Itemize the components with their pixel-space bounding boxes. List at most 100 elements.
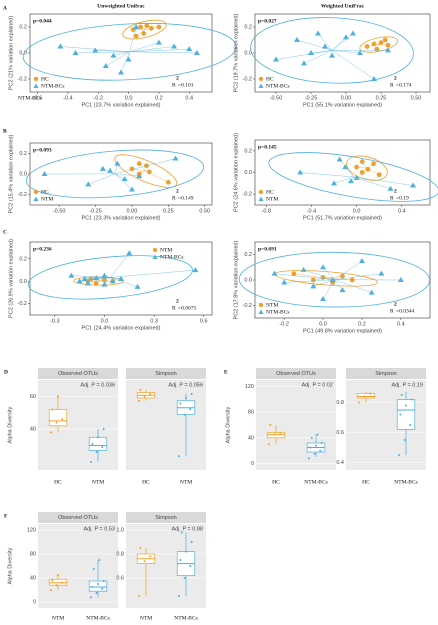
x-tick-label: NTM: [92, 479, 104, 485]
panel-label: D: [4, 369, 8, 375]
spider-line: [310, 50, 333, 54]
point: [102, 580, 105, 582]
point: [95, 592, 98, 594]
x-tick-label: -0.25: [89, 208, 102, 214]
spider-line: [129, 48, 190, 53]
spider-line: [110, 277, 122, 280]
point: [57, 574, 59, 576]
x-tick-label: 0.0: [101, 318, 109, 324]
point: [315, 30, 321, 36]
legend-label: HC: [266, 76, 274, 82]
point: [353, 174, 360, 180]
spider-line: [303, 50, 333, 64]
point: [363, 395, 366, 398]
point: [189, 408, 192, 411]
y-tick-label: 0.4: [336, 460, 344, 466]
r2-power: 2: [394, 301, 397, 307]
point: [378, 270, 385, 276]
point: [109, 278, 116, 284]
point: [310, 436, 313, 439]
legend-marker: [33, 83, 39, 88]
y-tick-label: 40: [30, 575, 36, 581]
point: [85, 181, 92, 187]
y-tick-label: 0.2: [244, 252, 252, 258]
point: [72, 50, 79, 55]
spider-line: [129, 46, 175, 53]
adj-p: Adj. P = 0.19: [391, 382, 423, 388]
y-axis-label: Alpha Diversity: [225, 406, 231, 443]
point: [309, 446, 312, 449]
point: [155, 39, 162, 45]
y-tick-label: 80: [30, 551, 36, 557]
panel-title: Weighted UniFrac: [321, 3, 365, 9]
y-axis-label: PC2 (15.4% variation explained): [8, 134, 14, 213]
point: [378, 40, 384, 45]
point: [342, 164, 349, 170]
y-tick-label: 0: [33, 599, 36, 605]
point: [369, 392, 372, 395]
point: [55, 584, 58, 587]
point: [307, 457, 310, 460]
x-axis-label: PC1 (23.3% variation explained): [82, 215, 161, 221]
plot-frame: [254, 241, 431, 319]
facet-title: Observed OTUs: [58, 515, 98, 521]
point: [76, 278, 83, 284]
point: [320, 296, 327, 301]
spider-line: [129, 51, 197, 54]
point: [397, 454, 400, 456]
y-tick-label: 60: [30, 394, 36, 400]
point: [49, 431, 52, 434]
spider-line: [114, 173, 125, 180]
point: [185, 397, 187, 399]
facet-title: Simpson: [375, 371, 396, 377]
panel-label: B: [3, 128, 7, 134]
point: [319, 449, 322, 452]
r2-power: 2: [394, 188, 397, 194]
point: [403, 439, 406, 441]
y-tick-label: 0.0: [19, 171, 27, 177]
facet-strip: [38, 512, 118, 523]
panel-label: F: [4, 513, 8, 519]
point: [385, 42, 391, 48]
point: [92, 47, 99, 53]
r2-value: =0.19: [396, 195, 409, 201]
y-tick-label: 0.0: [244, 170, 252, 176]
point: [190, 392, 193, 395]
point: [93, 274, 100, 280]
point: [271, 270, 278, 276]
point: [376, 172, 382, 178]
y-tick-label: 0.2: [244, 148, 252, 154]
point: [114, 160, 121, 166]
facet-strip: [126, 512, 206, 523]
point: [139, 388, 142, 391]
point: [371, 41, 377, 47]
y-tick-label: 0.0: [244, 50, 252, 56]
point: [340, 273, 345, 279]
point: [51, 579, 54, 582]
point: [336, 156, 343, 162]
r2-power: 2: [394, 75, 397, 81]
point: [137, 595, 140, 597]
point: [57, 43, 64, 49]
point: [397, 277, 404, 282]
r2-symbol: R: [390, 308, 394, 314]
legend-marker: [33, 189, 39, 195]
point: [382, 37, 388, 43]
spider-line: [317, 33, 333, 51]
y-tick-label: 80: [248, 410, 254, 416]
point: [177, 595, 180, 597]
point: [156, 24, 162, 30]
confidence-ellipse: [268, 152, 438, 202]
point: [281, 279, 288, 285]
point: [409, 424, 412, 426]
legend-label: NTM-BCs: [160, 254, 184, 260]
spider-line: [353, 176, 391, 189]
confidence-ellipse: [27, 255, 193, 300]
point: [93, 281, 99, 286]
point: [185, 550, 187, 553]
point: [149, 555, 152, 558]
x-tick-label: 0.50: [411, 95, 422, 101]
facet-strip: [256, 368, 336, 379]
p-value: p=0.044: [33, 18, 52, 24]
